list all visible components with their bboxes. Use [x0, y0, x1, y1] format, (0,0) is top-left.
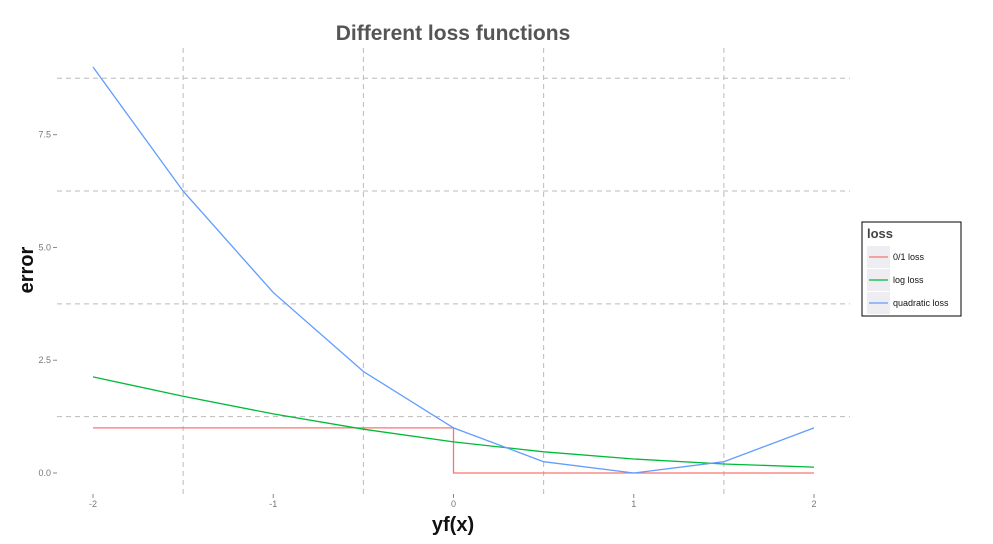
plot-series — [92, 66, 815, 474]
x-tick-label: -1 — [269, 499, 277, 509]
legend-items: 0/1 loss log loss quadratic loss — [867, 246, 949, 314]
legend-title: loss — [867, 226, 893, 241]
y-tick-label: 7.5 — [38, 130, 51, 140]
axis-ticks: -2 -1 0 1 2 0.0 2.5 5.0 7.5 — [38, 130, 816, 509]
grid-lines — [57, 48, 850, 494]
x-tick-label: 0 — [451, 499, 456, 509]
series-line-0-1-loss — [93, 427, 814, 474]
legend-label: log loss — [893, 275, 924, 285]
legend-label: quadratic loss — [893, 298, 949, 308]
series-line-log-loss — [92, 376, 815, 468]
series-line-quadratic-loss — [92, 66, 815, 474]
y-tick-label: 0.0 — [38, 468, 51, 478]
x-tick-label: 2 — [811, 499, 816, 509]
y-tick-label: 2.5 — [38, 355, 51, 365]
chart-title: Different loss functions — [336, 22, 571, 45]
y-axis-title: error — [16, 246, 38, 293]
x-tick-label: -2 — [89, 499, 97, 509]
legend: loss 0/1 loss log loss quadratic loss — [861, 221, 962, 317]
y-tick-label: 5.0 — [38, 242, 51, 252]
legend-label: 0/1 loss — [893, 252, 925, 262]
x-axis-title: yf(x) — [432, 514, 474, 536]
x-tick-label: 1 — [631, 499, 636, 509]
